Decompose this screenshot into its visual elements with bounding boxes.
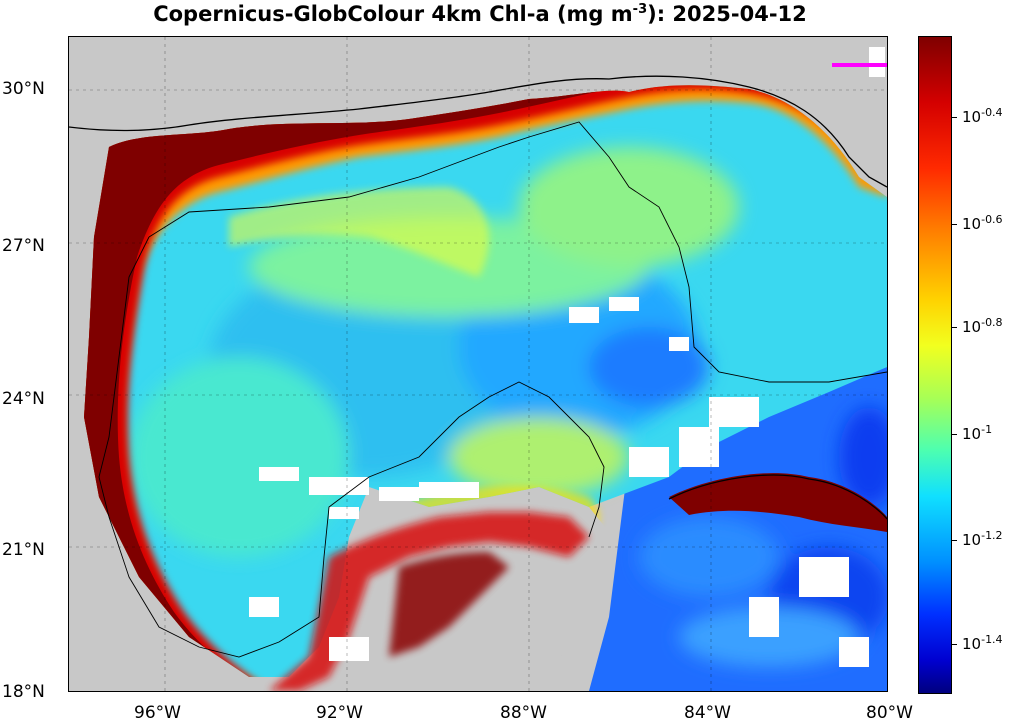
- lon-label-92: 92°W: [316, 703, 363, 723]
- cuba-coastline: [668, 474, 887, 520]
- title-exponent: -3: [632, 2, 648, 17]
- colorbar-tick: [952, 644, 957, 645]
- eez-boundary: [98, 121, 887, 658]
- lat-label-21: 21°N: [2, 540, 45, 560]
- cloud-mask: [249, 47, 885, 667]
- lat-label-18: 18°N: [2, 682, 45, 702]
- north-coastline: [69, 75, 887, 188]
- campeche-shelf: [389, 552, 509, 657]
- magenta-marker: [832, 63, 887, 67]
- campeche-coastal-plume: [269, 512, 589, 691]
- lon-label-96: 96°W: [134, 703, 181, 723]
- colorbar-label: 10-0.8: [962, 316, 1003, 336]
- colorbar-tick: [952, 117, 957, 118]
- colorbar-label: 10-0.4: [962, 106, 1003, 126]
- chlorophyll-map: [68, 36, 888, 692]
- title-main: Copernicus-GlobColour 4km Chl-a (mg m: [153, 2, 633, 26]
- colorbar-tick: [952, 224, 957, 225]
- lon-label-80: 80°W: [866, 703, 913, 723]
- colorbar: [918, 36, 952, 694]
- colorbar-label: 10-1.4: [962, 633, 1003, 653]
- colorbar-tick: [952, 327, 957, 328]
- colorbar-tick: [952, 434, 957, 435]
- colorbar-tick: [952, 540, 957, 541]
- lat-label-24: 24°N: [2, 389, 45, 409]
- yellow-plume-north: [229, 187, 489, 277]
- cuba-coast: [669, 473, 887, 532]
- lon-label-88: 88°W: [500, 703, 547, 723]
- map-title: Copernicus-GlobColour 4km Chl-a (mg m-3)…: [0, 2, 960, 26]
- gulf-texture: [129, 147, 739, 557]
- map-canvas: [69, 37, 887, 691]
- lat-label-27: 27°N: [2, 236, 45, 256]
- colorbar-label: 10-0.6: [962, 213, 1003, 233]
- colorbar-label: 10-1: [962, 423, 993, 443]
- title-tail: ): 2025-04-12: [647, 2, 807, 26]
- lon-label-84: 84°W: [684, 703, 731, 723]
- lat-label-30: 30°N: [2, 79, 45, 99]
- graticule: [69, 37, 887, 691]
- colorbar-label: 10-1.2: [962, 529, 1003, 549]
